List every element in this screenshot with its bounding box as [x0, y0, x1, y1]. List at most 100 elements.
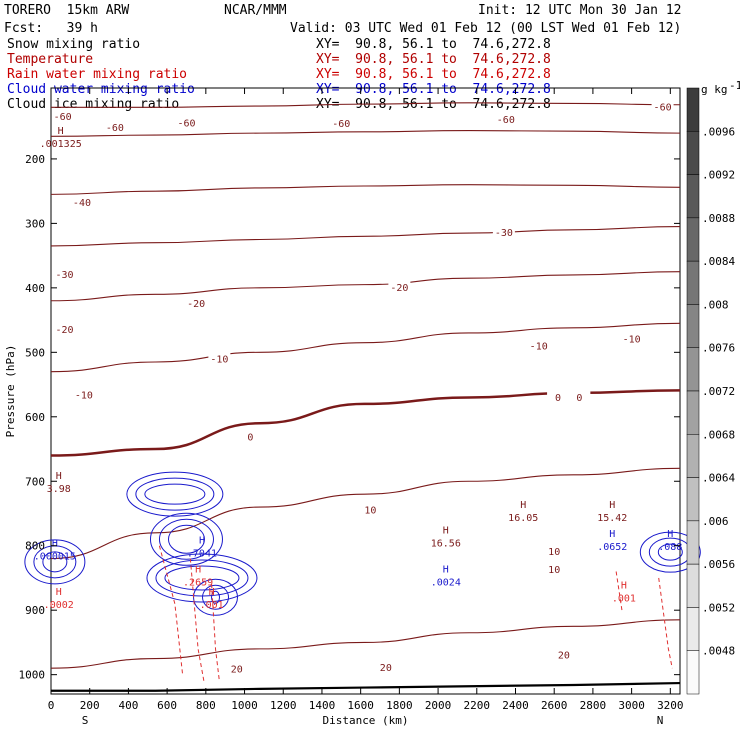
- cloud-water-contour: [167, 524, 205, 554]
- colorbar-swatch: [686, 434, 700, 478]
- field-label-cloud-ice: Cloud ice mixing ratio: [7, 97, 180, 112]
- cloud-water-contour: [146, 553, 258, 603]
- temperature-contour-label: 0: [247, 432, 253, 443]
- contour-label-bg: [175, 116, 198, 129]
- colorbar-tick-label: .0052: [702, 601, 735, 614]
- contour-label-bg: [547, 391, 570, 404]
- cloud-water-contour: [639, 531, 701, 573]
- colorbar-swatch: [686, 390, 700, 435]
- rain-water-max-value: .001: [200, 600, 224, 611]
- extremum-value: 15.42: [597, 513, 627, 524]
- temperature-contour: [50, 129, 681, 137]
- colorbar-unit-exponent: -1: [729, 79, 740, 92]
- contour-label-bg: [185, 296, 208, 309]
- contour-label-bg: [494, 113, 517, 126]
- contour-label-bg: [51, 110, 74, 123]
- temperature-contour: [50, 619, 681, 669]
- rain-water-max-value: .2659: [183, 577, 213, 588]
- forecast-hour: Fcst: 39 h: [4, 21, 98, 36]
- y-axis-title: Pressure (hPa): [4, 345, 17, 438]
- colorbar-tick-label: .0084: [702, 255, 735, 268]
- colorbar-swatch: [686, 131, 700, 175]
- cloud-water-max-mark: H: [609, 529, 615, 540]
- temperature-contour-label: -30: [495, 228, 513, 239]
- temperature-contour-label: 0: [576, 393, 582, 404]
- rain-water-contour: [211, 584, 220, 682]
- field-label-snow: Snow mixing ratio: [7, 37, 141, 52]
- x-tick-label: 400: [118, 699, 138, 712]
- x-tick-label: 1000: [231, 699, 258, 712]
- cross-section-xy-snow: XY= 90.8, 56.1 to 74.6,272.8: [316, 37, 551, 52]
- x-tick-label: 2200: [464, 699, 491, 712]
- field-label-rain: Rain water mixing ratio: [7, 67, 188, 82]
- temperature-contour-label: 10: [364, 505, 376, 516]
- cloud-water-contour: [149, 512, 223, 566]
- y-tick-label: 400: [25, 282, 45, 295]
- temperature-contour-label: -10: [623, 334, 641, 345]
- cloud-water-contour: [158, 518, 214, 560]
- x-tick-label: 1200: [270, 699, 297, 712]
- cloud-water-contour: [202, 584, 230, 610]
- cloud-water-contour: [24, 539, 86, 585]
- init-time: Init: 12 UTC Mon 30 Jan 12: [478, 3, 682, 18]
- temperature-contour-label: -60: [654, 102, 672, 113]
- temperature-contour-label: -60: [497, 115, 515, 126]
- temperature-contour: [51, 102, 681, 108]
- extremum-value: 16.05: [508, 513, 538, 524]
- temperature-contour-label: -60: [54, 112, 72, 123]
- cloud-water-max-mark: H: [443, 564, 449, 575]
- colorbar-tick-label: .0064: [702, 472, 735, 485]
- valid-time: Valid: 03 UTC Wed 01 Feb 12 (00 LST Wed …: [290, 21, 682, 36]
- contour-label-bg: [388, 280, 411, 293]
- colorbar-tick-label: .006: [702, 515, 729, 528]
- plot-frame: [50, 87, 681, 695]
- temperature-contour: [50, 271, 681, 302]
- temperature-contour-label: -40: [73, 198, 91, 209]
- cloud-water-max-mark: H: [199, 535, 205, 546]
- colorbar-swatch: [686, 260, 700, 305]
- x-tick-label: 2400: [502, 699, 529, 712]
- contour-label-bg: [568, 391, 591, 404]
- cloud-water-contour: [155, 559, 249, 597]
- colorbar-swatch: [686, 520, 700, 565]
- cloud-water-contour: [126, 471, 224, 517]
- extremum-value: 3.98: [47, 484, 71, 495]
- colorbar-swatch: [686, 174, 700, 219]
- cloud-water-contour: [135, 477, 215, 511]
- y-tick-label: 800: [25, 540, 45, 553]
- temperature-contour: [50, 322, 681, 373]
- y-tick-label: 1000: [19, 669, 46, 682]
- temperature-contour-label: -10: [530, 342, 548, 353]
- contour-label-bg: [53, 322, 76, 335]
- temperature-contour-label: -60: [332, 119, 350, 130]
- colorbar-swatch: [686, 87, 700, 132]
- x-axis-title: Distance (km): [322, 714, 408, 727]
- plot-border: [50, 87, 681, 695]
- contour-label-bg: [374, 661, 397, 674]
- x-tick-label: 3200: [657, 699, 684, 712]
- contour-label-bg: [527, 339, 550, 352]
- rain-water-contours: [158, 545, 673, 682]
- temperature-contour-label: 20: [231, 665, 243, 676]
- colorbar-swatch: [686, 304, 700, 348]
- cloud-water-max-mark: H: [667, 529, 673, 540]
- contour-label-bg: [330, 117, 353, 130]
- x-tick-label: 1800: [386, 699, 413, 712]
- cloud-water-max-value: .088: [658, 542, 682, 553]
- rain-water-contour: [658, 577, 673, 669]
- extremum-value: 16.56: [431, 539, 461, 550]
- extremum-mark: H: [443, 526, 449, 537]
- contour-label-bg: [543, 563, 566, 576]
- colorbar-tick-label: .0056: [702, 558, 735, 571]
- temperature-contour-label: 0: [555, 393, 561, 404]
- contour-label-bg: [225, 662, 248, 675]
- colorbar-tick-label: .0068: [702, 428, 735, 441]
- temperature-contour-label: -30: [56, 270, 74, 281]
- colorbar-swatch: [686, 563, 700, 608]
- center-title: NCAR/MMM: [224, 3, 287, 18]
- x-tick-label: 3000: [618, 699, 645, 712]
- colorbar: .0096 .0092 .0088 .0084 .008 .0076 .0072 .0068.…: [686, 79, 740, 695]
- colorbar-tick-label: .0096: [702, 125, 735, 138]
